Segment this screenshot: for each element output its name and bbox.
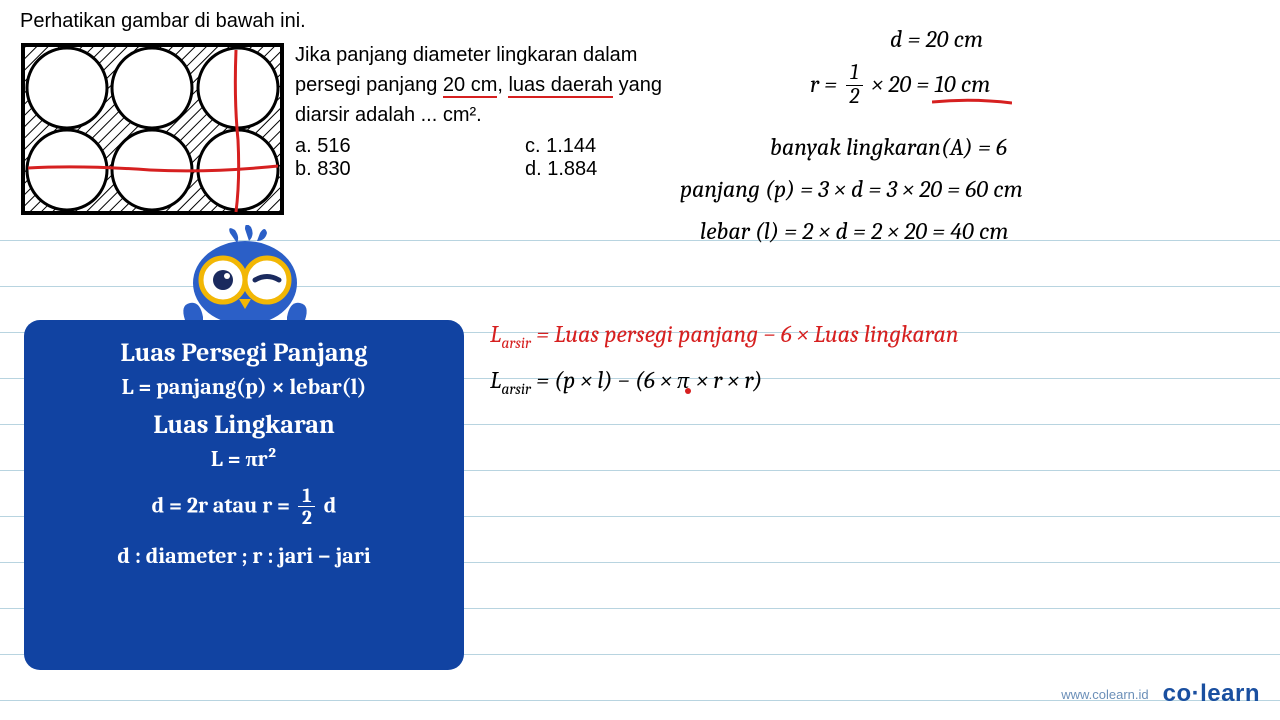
formula-legend: d : diameter ; r : jari − jari [36,543,452,569]
question-body: Jika panjang diameter lingkaran dalam pe… [295,40,665,130]
work-banyak-lingkaran: banyak lingkaran(A) = 6 [770,133,1007,161]
question-line3: diarsir adalah ... cm². [295,100,665,130]
solution-formula-words: Larsir = Luas persegi panjang − 6 × Luas… [490,320,959,352]
solution-steps: Larsir = Luas persegi panjang − 6 × Luas… [490,320,959,398]
option-a: a. 516 [295,135,525,158]
formula-circle-area: L = πr² [36,446,452,472]
formula-rectangle-area: L = panjang(p) × lebar(l) [36,374,452,400]
colearn-logo: co·learn [1163,680,1260,708]
footer-url: www.colearn.id [1061,687,1148,702]
solution-formula-symbols: Larsir = (p × l) − (6 × π × r × r) [490,366,959,398]
option-d: d. 1.884 [525,158,597,181]
question-line1: Jika panjang diameter lingkaran dalam [295,40,665,70]
work-d: d = 20 cm [890,25,983,53]
work-panjang: panjang (p) = 3 × d = 3 × 20 = 60 cm [680,175,1023,203]
option-b: b. 830 [295,158,525,181]
work-lebar: lebar (l) = 2 × d = 2 × 20 = 40 cm [700,217,1009,245]
option-c: c. 1.144 [525,135,596,158]
underline-luas-daerah: luas daerah [508,74,613,96]
formula-diameter-radius: d = 2r atau r = 12 d [36,486,452,529]
cursor-dot-icon [685,388,691,394]
formula-title-circle: Luas Lingkaran [36,410,452,440]
underline-20cm: 20 cm [443,74,497,96]
answer-options: a. 516 c. 1.144 b. 830 d. 1.884 [295,135,597,181]
footer: www.colearn.id co·learn [1061,680,1260,708]
circles-in-rectangle-diagram [20,40,285,218]
owl-mascot [165,225,325,335]
question-line2: persegi panjang 20 cm, luas daerah yang [295,70,665,100]
formula-title-rectangle: Luas Persegi Panjang [36,338,452,368]
formula-reference-box: Luas Persegi Panjang L = panjang(p) × le… [24,320,464,670]
work-r: r = 12 × 20 = 10 cm [810,63,991,109]
question-header: Perhatikan gambar di bawah ini. [20,10,306,33]
